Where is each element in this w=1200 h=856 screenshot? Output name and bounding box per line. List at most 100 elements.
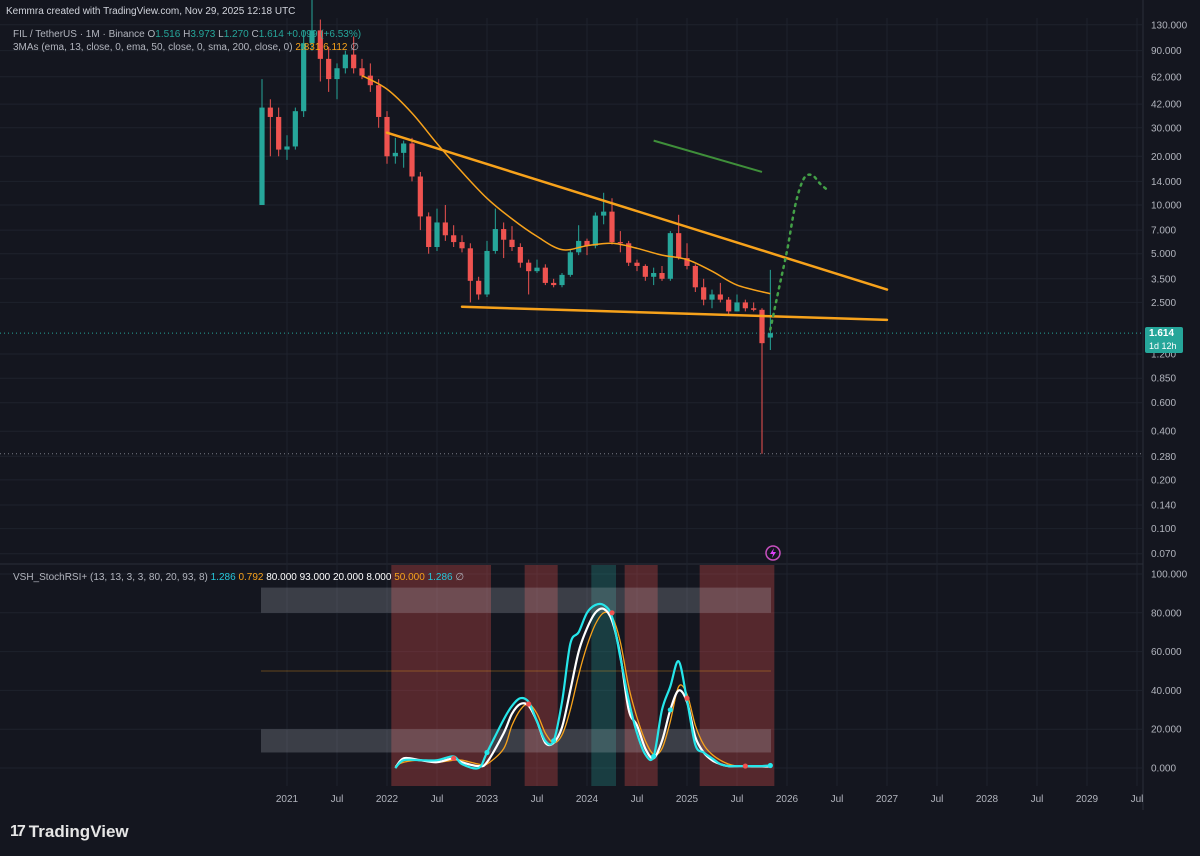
candle[interactable] <box>592 212 598 249</box>
candle[interactable] <box>642 264 648 281</box>
candle[interactable] <box>342 50 348 74</box>
candle[interactable] <box>442 205 448 241</box>
candle[interactable] <box>376 79 382 128</box>
symbol-legend[interactable]: FIL / TetherUS · 1M · Binance O1.516 H3.… <box>13 29 361 40</box>
price-axis[interactable]: 130.000 90.000 62.000 42.000 30.000 20.000 14.… <box>1151 20 1188 560</box>
threshold-band <box>261 587 771 613</box>
candle[interactable] <box>267 99 273 157</box>
alert-lightning-icon[interactable] <box>765 545 781 561</box>
price-tick-label: 0.200 <box>1151 475 1176 486</box>
candle[interactable] <box>451 225 457 248</box>
stoch-k-line[interactable] <box>394 602 771 770</box>
candle[interactable] <box>526 259 532 295</box>
candle[interactable] <box>659 265 665 281</box>
candle[interactable] <box>717 282 723 303</box>
candle[interactable] <box>609 198 615 245</box>
candle[interactable] <box>676 214 682 260</box>
candle[interactable] <box>567 249 573 277</box>
candle[interactable] <box>417 171 423 231</box>
x-tick-label: Jul <box>1131 794 1144 805</box>
candle[interactable] <box>384 111 390 164</box>
candle[interactable] <box>426 212 432 254</box>
candle[interactable] <box>651 267 657 286</box>
candle-body <box>317 30 323 59</box>
candle[interactable] <box>284 135 290 160</box>
candle-body <box>334 68 340 80</box>
candle[interactable] <box>559 272 565 288</box>
candle[interactable] <box>476 276 482 300</box>
candle-body <box>734 302 740 312</box>
candle[interactable] <box>742 299 748 312</box>
time-axis[interactable]: 2021 Jul 2022 Jul 2023 Jul 2024 Jul 2025 Jul 2026 J… <box>276 794 1144 805</box>
indicator-label[interactable]: VSH_StochRSI+ (13, 13, 3, 3, 80, 20, 93,… <box>13 572 208 583</box>
x-tick-label: Jul <box>731 794 744 805</box>
candle[interactable] <box>709 289 715 309</box>
candle[interactable] <box>401 140 407 168</box>
x-tick-label: Jul <box>1031 794 1044 805</box>
candle[interactable] <box>317 19 323 82</box>
brand-name: TradingView <box>28 822 129 841</box>
candle[interactable] <box>301 30 307 117</box>
indicator-legend[interactable]: VSH_StochRSI+ (13, 13, 3, 3, 80, 20, 93,… <box>13 572 464 583</box>
x-tick-label: 2029 <box>1076 794 1099 805</box>
candle[interactable] <box>692 264 698 292</box>
green-trend-line[interactable] <box>653 139 763 173</box>
candle[interactable] <box>734 294 740 312</box>
price-tick-label: 90.000 <box>1151 46 1182 57</box>
candle[interactable] <box>534 259 540 273</box>
candle[interactable] <box>276 107 282 157</box>
ema-line[interactable] <box>361 75 771 295</box>
x-tick-label: 2024 <box>576 794 599 805</box>
indicator-pane[interactable] <box>261 565 775 786</box>
candle[interactable] <box>467 243 473 303</box>
trendline[interactable] <box>385 131 889 291</box>
candle[interactable] <box>334 63 340 100</box>
candle[interactable] <box>626 240 632 266</box>
ohlc-l-label: L <box>218 29 224 40</box>
projection-path[interactable] <box>769 173 830 331</box>
candle[interactable] <box>726 297 732 315</box>
candle[interactable] <box>351 36 357 74</box>
candle[interactable] <box>392 137 398 164</box>
candle[interactable] <box>634 259 640 272</box>
candle[interactable] <box>617 231 623 253</box>
candle[interactable] <box>434 208 440 251</box>
candle[interactable] <box>584 238 590 256</box>
candle[interactable] <box>517 243 523 268</box>
indicator-value-2: 0.792 <box>238 572 264 583</box>
ma-legend-label[interactable]: 3MAs (ema, 13, close, 0, ema, 50, close,… <box>13 42 293 53</box>
price-pane[interactable] <box>0 0 1143 455</box>
candle[interactable] <box>501 222 507 259</box>
indicator-axis[interactable]: 100.000 80.000 60.000 40.000 20.000 0.000 <box>1151 570 1188 775</box>
candle[interactable] <box>309 0 315 51</box>
candle[interactable] <box>701 278 707 306</box>
candle[interactable] <box>767 269 773 351</box>
candle[interactable] <box>751 302 757 312</box>
candle[interactable] <box>292 107 298 150</box>
symbol-title[interactable]: FIL / TetherUS · 1M · Binance <box>13 29 145 40</box>
ma-legend[interactable]: 3MAs (ema, 13, close, 0, ema, 50, close,… <box>13 42 359 53</box>
candle[interactable] <box>684 243 690 270</box>
tradingview-brand[interactable]: 17 TradingView <box>10 822 129 842</box>
candle[interactable] <box>484 240 490 298</box>
candle[interactable] <box>509 226 515 251</box>
x-tick-label: Jul <box>531 794 544 805</box>
candle[interactable] <box>759 308 765 454</box>
candle[interactable] <box>409 137 415 182</box>
candle[interactable] <box>326 46 332 92</box>
candle[interactable] <box>492 208 498 254</box>
candle[interactable] <box>551 278 557 288</box>
candle-body <box>659 272 665 279</box>
ohlc-change-pct: (+6.53%) <box>320 29 362 40</box>
red-zone <box>524 565 558 786</box>
candle-body <box>276 116 282 150</box>
red-zone <box>391 565 491 786</box>
candle[interactable] <box>259 79 265 205</box>
candle[interactable] <box>601 192 607 225</box>
candle[interactable] <box>459 235 465 253</box>
candle[interactable] <box>542 264 548 286</box>
candle[interactable] <box>576 225 582 256</box>
stoch-d-line[interactable] <box>394 607 771 769</box>
trendline[interactable] <box>460 305 889 322</box>
